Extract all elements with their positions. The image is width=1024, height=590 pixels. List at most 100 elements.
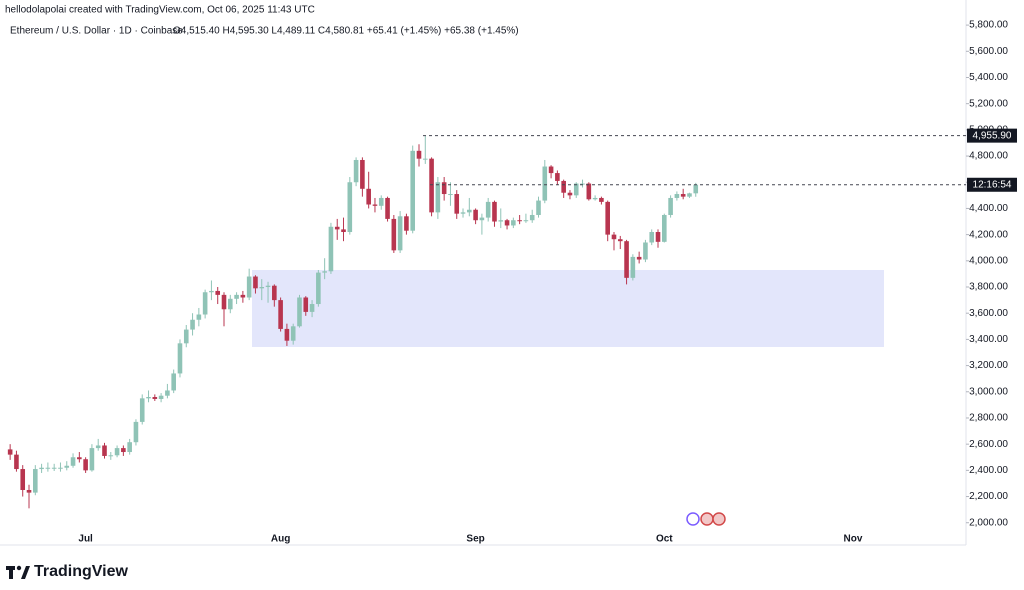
candle-body bbox=[108, 455, 114, 457]
candle-body bbox=[473, 209, 478, 221]
candle-body bbox=[674, 194, 680, 198]
candle-body bbox=[410, 150, 416, 231]
candle-body bbox=[460, 212, 466, 214]
candle-body bbox=[492, 201, 497, 222]
candle-body bbox=[467, 209, 472, 213]
candle-body bbox=[77, 457, 82, 460]
x-tick-label: Oct bbox=[656, 534, 673, 545]
candle-body bbox=[190, 319, 195, 330]
candle-body bbox=[404, 216, 409, 231]
candle-body bbox=[599, 197, 604, 202]
candle-body bbox=[504, 220, 510, 226]
candle-body bbox=[366, 188, 371, 205]
candle-body bbox=[290, 326, 296, 341]
candle-body bbox=[511, 220, 516, 226]
candle-body bbox=[617, 239, 623, 242]
candle-body bbox=[284, 328, 290, 341]
candle-body bbox=[152, 397, 158, 399]
candle-body bbox=[177, 343, 183, 374]
candle-body bbox=[391, 218, 397, 251]
y-tick-label: 3,200.00 bbox=[969, 360, 1008, 371]
y-tick-label: 2,600.00 bbox=[969, 439, 1008, 450]
candle-body bbox=[385, 197, 390, 219]
candle-body bbox=[397, 216, 403, 251]
candle-body bbox=[39, 467, 44, 470]
candle-body bbox=[498, 220, 504, 222]
candle-body bbox=[58, 467, 63, 469]
y-tick-label: 2,400.00 bbox=[969, 465, 1008, 476]
candle-body bbox=[655, 232, 661, 242]
candle-body bbox=[422, 158, 428, 160]
candle-body bbox=[70, 457, 76, 466]
candle-body bbox=[693, 184, 699, 194]
footer-brand: TradingView bbox=[34, 563, 129, 580]
x-tick-label: Jul bbox=[78, 534, 93, 545]
symbol: Ethereum / U.S. Dollar · 1D · Coinbase bbox=[10, 26, 183, 37]
candle-body bbox=[316, 272, 321, 305]
candle-body bbox=[322, 271, 327, 273]
candle-body bbox=[215, 290, 221, 295]
y-tick-label: 3,400.00 bbox=[969, 334, 1008, 345]
candle-body bbox=[517, 220, 522, 222]
candle-body bbox=[297, 297, 302, 327]
y-tick-label: 4,200.00 bbox=[969, 229, 1008, 240]
x-tick-label: Sep bbox=[466, 534, 484, 545]
candle-body bbox=[64, 465, 70, 468]
candle-body bbox=[221, 294, 227, 310]
candle-body bbox=[227, 298, 233, 310]
candle-body bbox=[202, 292, 208, 315]
price-label-box bbox=[967, 177, 1017, 192]
candle-body bbox=[429, 158, 434, 213]
credit: hellodolapolai created with TradingView.… bbox=[5, 5, 315, 16]
candle-body bbox=[165, 390, 170, 396]
candle-body bbox=[196, 314, 202, 320]
candle-body bbox=[643, 242, 648, 260]
candle-body bbox=[378, 197, 384, 206]
candle-body bbox=[158, 395, 164, 399]
candle-body bbox=[14, 454, 19, 470]
candle-body bbox=[586, 183, 592, 200]
y-tick-label: 3,600.00 bbox=[969, 308, 1008, 319]
candle-body bbox=[687, 193, 692, 197]
candle-body bbox=[127, 442, 132, 453]
candle-body bbox=[259, 287, 265, 289]
candle-body bbox=[454, 194, 460, 214]
candle-body bbox=[246, 276, 252, 298]
candle-body bbox=[529, 214, 535, 221]
candle-body bbox=[592, 197, 598, 200]
candle-body bbox=[328, 226, 334, 272]
candle-body bbox=[334, 226, 340, 230]
candle-body bbox=[95, 445, 101, 449]
candle-body bbox=[303, 297, 309, 312]
y-tick-label: 2,200.00 bbox=[969, 491, 1008, 502]
candle-body bbox=[234, 294, 239, 299]
candle-body bbox=[605, 201, 610, 235]
y-tick-label: 5,200.00 bbox=[969, 98, 1008, 109]
candle-body bbox=[479, 217, 485, 221]
event-icons bbox=[686, 512, 726, 526]
candle-body bbox=[33, 469, 38, 493]
candle-body bbox=[146, 397, 151, 399]
candle-body bbox=[448, 194, 453, 196]
candle-body bbox=[680, 194, 686, 197]
candle-body bbox=[183, 329, 189, 344]
candle-body bbox=[353, 159, 359, 183]
ohlc-readout: O4,515.40 H4,595.30 L4,489.11 C4,580.81 … bbox=[173, 26, 519, 37]
y-tick-label: 3,000.00 bbox=[969, 386, 1008, 397]
candle-body bbox=[523, 220, 529, 222]
candle-body bbox=[45, 467, 51, 469]
y-tick-label: 5,800.00 bbox=[969, 20, 1008, 31]
candle-body bbox=[536, 200, 541, 215]
candle-body bbox=[265, 285, 271, 288]
candle-body bbox=[209, 290, 214, 293]
candle-body bbox=[272, 285, 277, 301]
candle-body bbox=[662, 214, 667, 242]
y-tick-label: 5,400.00 bbox=[969, 72, 1008, 83]
candle-body bbox=[26, 489, 32, 493]
candle-body bbox=[139, 398, 145, 422]
candle-body bbox=[341, 229, 346, 233]
candle-body bbox=[51, 467, 57, 469]
candle-body bbox=[171, 373, 176, 391]
